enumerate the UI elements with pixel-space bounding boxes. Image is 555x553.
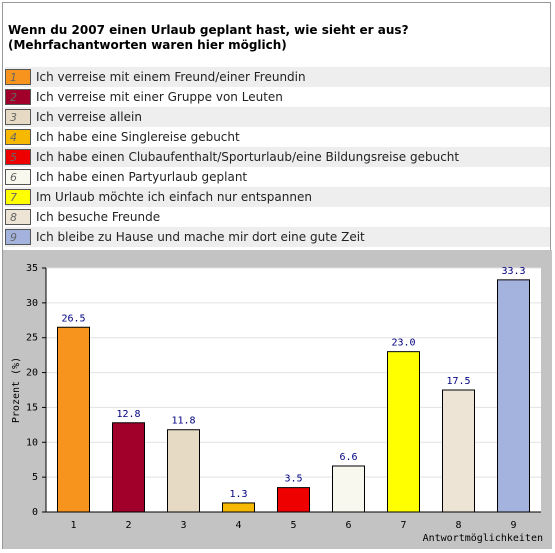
bar — [332, 465, 365, 513]
legend-label: Ich besuche Freunde — [36, 210, 161, 224]
y-tick-label: 10 — [26, 437, 38, 448]
legend-label: Ich bleibe zu Hause und mache mir dort e… — [36, 230, 365, 244]
legend-swatch: 9 — [5, 229, 31, 245]
value-label: 12.8 — [116, 409, 140, 420]
legend-item: 4 Ich habe eine Singlereise gebucht — [5, 127, 550, 147]
x-tick-label: 7 — [400, 520, 406, 531]
y-tick-label: 5 — [32, 472, 38, 483]
x-tick-label: 9 — [510, 520, 516, 531]
chart: Prozent (%) Antwortmöglichkeiten 0510152… — [3, 250, 552, 549]
legend-swatch: 6 — [5, 169, 31, 185]
legend-item: 7 Im Urlaub möchte ich einfach nur entspa… — [5, 187, 550, 207]
y-tick-label: 25 — [26, 333, 38, 344]
legend-item: 1 Ich verreise mit einem Freund/einer Fre… — [5, 67, 550, 87]
value-label: 1.3 — [229, 489, 247, 500]
legend-swatch: 3 — [5, 109, 31, 125]
value-label: 33.3 — [501, 266, 525, 277]
x-tick-label: 6 — [345, 520, 351, 531]
legend-swatch: 4 — [5, 129, 31, 145]
y-tick-label: 30 — [26, 298, 38, 309]
value-label: 3.5 — [284, 474, 302, 485]
bar — [222, 502, 255, 513]
x-tick-label: 1 — [70, 520, 76, 531]
y-tick-label: 20 — [26, 368, 38, 379]
y-tick-label: 15 — [26, 402, 38, 413]
legend-item: 8 Ich besuche Freunde — [5, 207, 550, 227]
legend-swatch: 7 — [5, 189, 31, 205]
legend-label: Ich habe einen Partyurlaub geplant — [36, 170, 248, 184]
question-title: Wenn du 2007 einen Urlaub geplant hast, … — [8, 23, 409, 52]
y-axis-label: Prozent (%) — [11, 357, 22, 423]
value-label: 11.8 — [171, 416, 195, 427]
legend-label: Ich habe eine Singlereise gebucht — [36, 130, 240, 144]
bar — [497, 279, 530, 513]
legend-label: Ich verreise mit einer Gruppe von Leuten — [36, 90, 283, 104]
legend: 1 Ich verreise mit einem Freund/einer Fre… — [5, 67, 550, 247]
bar — [112, 422, 145, 513]
x-tick-label: 2 — [125, 520, 131, 531]
x-tick-label: 8 — [455, 520, 461, 531]
legend-label: Ich verreise allein — [36, 110, 142, 124]
legend-label: Im Urlaub möchte ich einfach nur entspan… — [36, 190, 312, 204]
legend-item: 5 Ich habe einen Clubaufenthalt/Sporturla… — [5, 147, 550, 167]
legend-item: 9 Ich bleibe zu Hause und mache mir dort … — [5, 227, 550, 247]
bar — [387, 351, 420, 513]
legend-swatch: 8 — [5, 209, 31, 225]
legend-item: 6 Ich habe einen Partyurlaub geplant — [5, 167, 550, 187]
legend-swatch: 2 — [5, 89, 31, 105]
bar — [277, 487, 310, 513]
bar — [442, 389, 475, 513]
value-label: 6.6 — [339, 452, 357, 463]
y-tick-label: 0 — [32, 507, 38, 518]
bar — [167, 429, 200, 513]
x-tick-label: 5 — [290, 520, 296, 531]
x-tick-label: 3 — [180, 520, 186, 531]
legend-swatch: 5 — [5, 149, 31, 165]
value-label: 26.5 — [61, 313, 85, 324]
value-label: 17.5 — [446, 376, 470, 387]
value-label: 23.0 — [391, 338, 415, 349]
x-tick-label: 4 — [235, 520, 241, 531]
legend-label: Ich habe einen Clubaufenthalt/Sporturlau… — [36, 150, 460, 164]
legend-label: Ich verreise mit einem Freund/einer Freu… — [36, 70, 306, 84]
legend-item: 3 Ich verreise allein — [5, 107, 550, 127]
x-axis-label: Antwortmöglichkeiten — [423, 533, 543, 544]
bar — [57, 326, 90, 513]
legend-swatch: 1 — [5, 69, 31, 85]
y-tick-label: 35 — [26, 263, 38, 274]
legend-item: 2 Ich verreise mit einer Gruppe von Leute… — [5, 87, 550, 107]
